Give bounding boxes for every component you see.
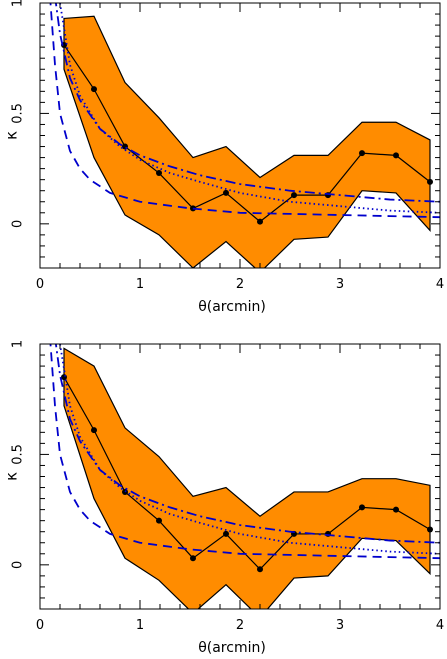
measured-profile-line <box>63 376 431 571</box>
data-point <box>257 566 263 573</box>
chart-panel-1: 0 1 2 3 4 0 0.5 1 θ(arcmin) κ <box>3 0 445 315</box>
x-tick-label: 3 <box>336 277 344 292</box>
x-tick-label: 3 <box>336 618 344 633</box>
model-curve-dashed <box>49 3 440 219</box>
model-curve-dotted <box>59 344 440 555</box>
x-axis-label: θ(arcmin) <box>198 299 266 315</box>
data-point <box>156 170 162 177</box>
data-point <box>156 517 162 524</box>
data-point <box>61 374 67 381</box>
data-point <box>291 192 297 199</box>
x-tick-label: 0 <box>36 277 44 292</box>
confidence-band <box>63 15 431 268</box>
y-tick-label: 0.5 <box>11 103 26 124</box>
x-tick-label: 4 <box>436 277 444 292</box>
model-curve-dashdot <box>54 344 440 544</box>
x-axis-label: θ(arcmin) <box>198 640 266 656</box>
y-tick-label: 1 <box>11 0 26 7</box>
y-tick-label: 0 <box>11 561 26 569</box>
data-point <box>427 526 433 533</box>
y-tick-label: 0 <box>11 220 26 228</box>
confidence-band <box>63 347 431 609</box>
x-tick-label: 1 <box>136 277 144 292</box>
y-axis-label: κ <box>3 131 21 140</box>
data-point <box>223 189 229 196</box>
y-tick-label: 1 <box>11 340 26 348</box>
plot-area <box>49 344 440 609</box>
data-point <box>223 530 229 537</box>
data-point <box>122 488 128 495</box>
data-point <box>359 150 365 157</box>
data-point <box>190 555 196 562</box>
data-point <box>257 218 263 225</box>
y-tick-label: 0.5 <box>11 444 26 465</box>
measured-profile-line <box>63 44 431 223</box>
model-curve-dotted <box>59 3 440 214</box>
x-tick-label: 0 <box>36 618 44 633</box>
data-point <box>393 152 399 159</box>
data-point <box>393 506 399 513</box>
x-tick-label: 1 <box>136 618 144 633</box>
model-curve-dashed <box>49 344 440 560</box>
data-point <box>91 427 97 434</box>
data-point <box>427 178 433 185</box>
data-point <box>91 86 97 93</box>
x-tick-label: 2 <box>236 618 244 633</box>
x-tick-label: 2 <box>236 277 244 292</box>
model-curve-dashdot <box>54 3 440 203</box>
y-axis-label: κ <box>3 472 21 481</box>
data-point <box>359 504 365 511</box>
chart-panel-2: 0 1 2 3 4 0 0.5 1 θ(arcmin) κ <box>3 340 445 656</box>
x-tick-label: 4 <box>436 618 444 633</box>
plot-area <box>49 3 440 268</box>
